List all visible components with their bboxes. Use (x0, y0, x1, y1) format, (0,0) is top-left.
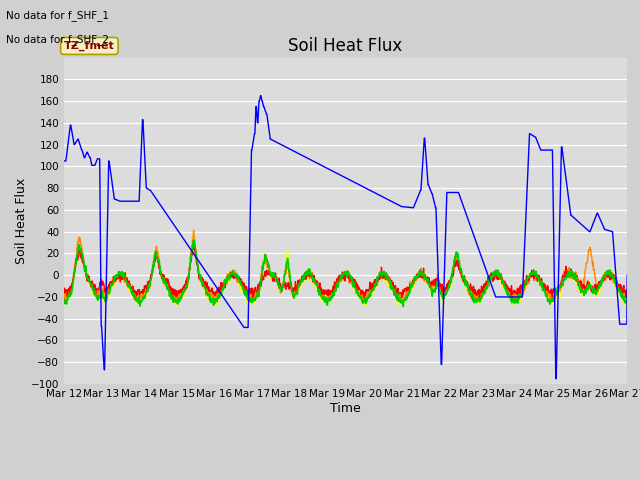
Title: Soil Heat Flux: Soil Heat Flux (289, 36, 403, 55)
Text: No data for f_SHF_2: No data for f_SHF_2 (6, 34, 109, 45)
Text: TZ_fmet: TZ_fmet (64, 41, 115, 51)
Text: No data for f_SHF_1: No data for f_SHF_1 (6, 10, 109, 21)
X-axis label: Time: Time (330, 402, 361, 415)
Y-axis label: Soil Heat Flux: Soil Heat Flux (15, 178, 28, 264)
